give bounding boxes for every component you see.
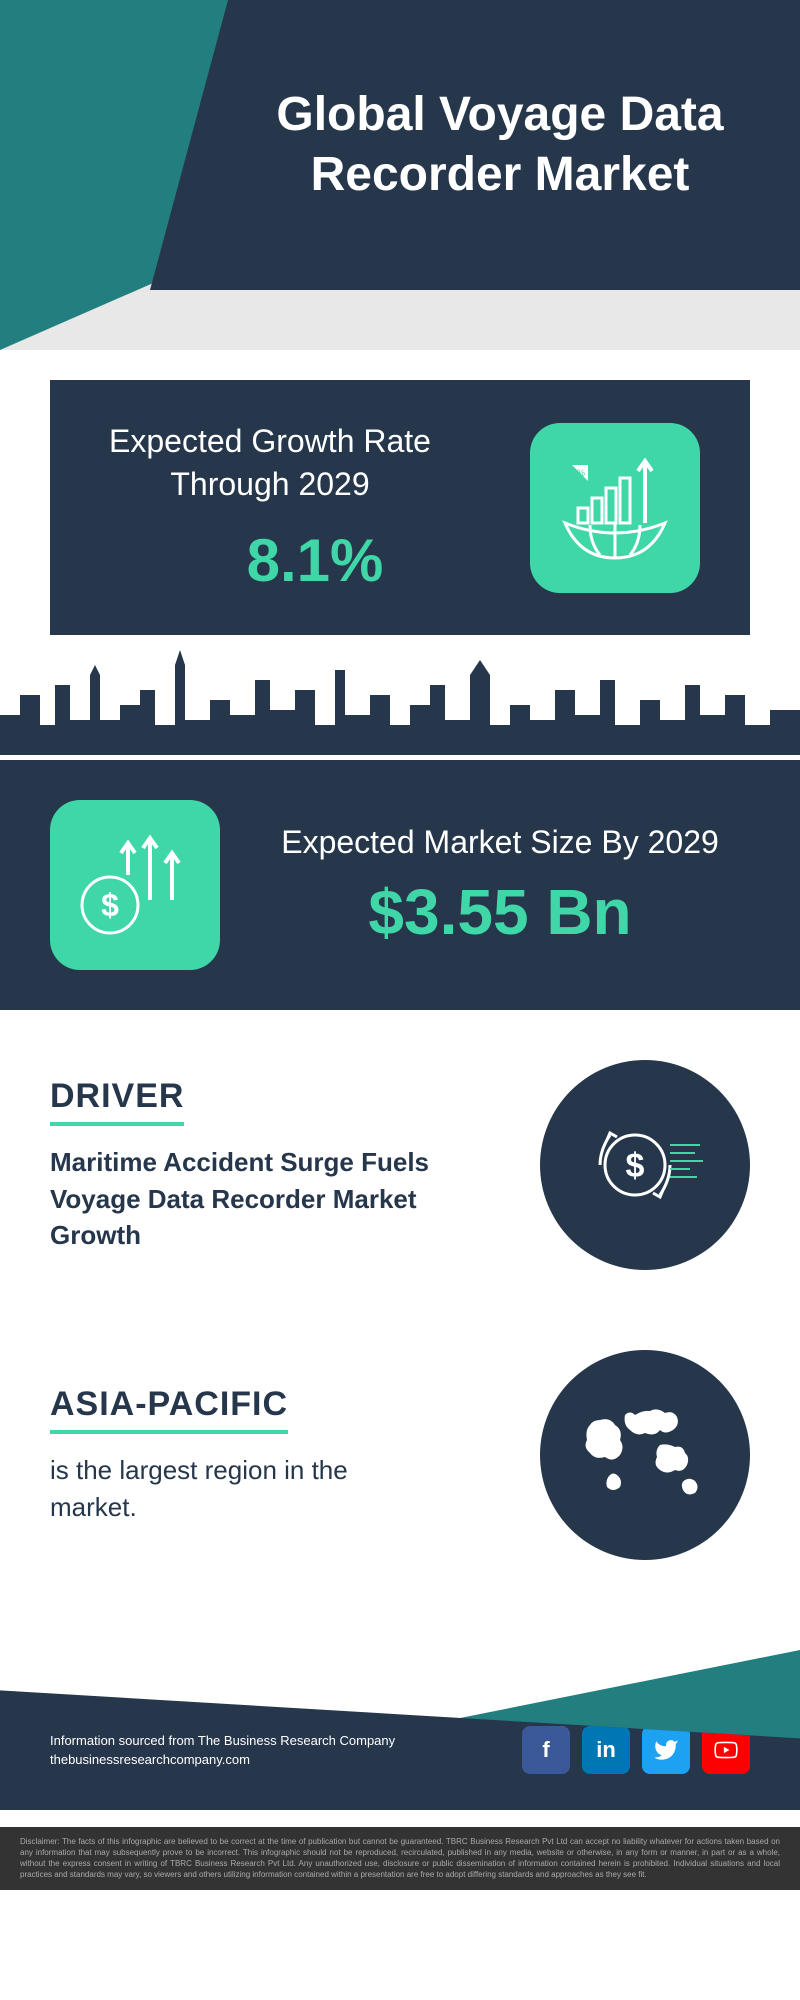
region-body: is the largest region in the market. [50, 1452, 430, 1525]
growth-label: Expected Growth Rate Through 2029 [100, 420, 440, 506]
svg-text:$: $ [626, 1147, 645, 1185]
svg-text:$: $ [101, 887, 119, 923]
twitter-icon[interactable] [642, 1726, 690, 1774]
growth-chart-icon: % [530, 423, 700, 593]
growth-value: 8.1% [100, 526, 530, 595]
region-heading: ASIA-PACIFIC [50, 1385, 288, 1434]
world-map-icon [565, 1375, 725, 1535]
market-dollar-icon: $ [50, 800, 220, 970]
source-line-2: thebusinessresearchcompany.com [50, 1750, 395, 1770]
region-circle-icon [540, 1350, 750, 1560]
region-text-block: ASIA-PACIFIC is the largest region in th… [50, 1385, 500, 1525]
driver-body: Maritime Accident Surge Fuels Voyage Dat… [50, 1144, 430, 1253]
growth-text-block: Expected Growth Rate Through 2029 8.1% [100, 420, 530, 595]
linkedin-icon[interactable]: in [582, 1726, 630, 1774]
skyline-divider [0, 635, 800, 755]
growth-section: Expected Growth Rate Through 2029 8.1% % [50, 380, 750, 635]
region-section: ASIA-PACIFIC is the largest region in th… [0, 1300, 800, 1590]
driver-circle-icon: $ [540, 1060, 750, 1270]
infographic-root: Global Voyage Data Recorder Market Expec… [0, 0, 800, 1890]
globe-growth-icon: % [550, 443, 680, 573]
footer-source: Information sourced from The Business Re… [50, 1731, 395, 1770]
market-label: Expected Market Size By 2029 [250, 822, 750, 864]
header-navy-panel: Global Voyage Data Recorder Market [150, 0, 800, 290]
driver-heading: DRIVER [50, 1077, 184, 1126]
driver-text-block: DRIVER Maritime Accident Surge Fuels Voy… [50, 1077, 500, 1253]
page-title: Global Voyage Data Recorder Market [230, 85, 770, 205]
market-value: $3.55 Bn [250, 875, 750, 949]
driver-section: DRIVER Maritime Accident Surge Fuels Voy… [0, 1010, 800, 1300]
social-row: f in [522, 1726, 750, 1774]
currency-exchange-icon: $ [575, 1095, 715, 1235]
header: Global Voyage Data Recorder Market [0, 0, 800, 350]
source-line-1: Information sourced from The Business Re… [50, 1731, 395, 1751]
facebook-icon[interactable]: f [522, 1726, 570, 1774]
market-section: $ Expected Market Size By 2029 $3.55 Bn [0, 760, 800, 1010]
disclaimer-text: Disclaimer: The facts of this infographi… [0, 1827, 800, 1890]
market-text-block: Expected Market Size By 2029 $3.55 Bn [220, 822, 750, 950]
svg-text:%: % [577, 468, 585, 478]
dollar-growth-icon: $ [70, 820, 200, 950]
footer: Information sourced from The Business Re… [0, 1650, 800, 1890]
